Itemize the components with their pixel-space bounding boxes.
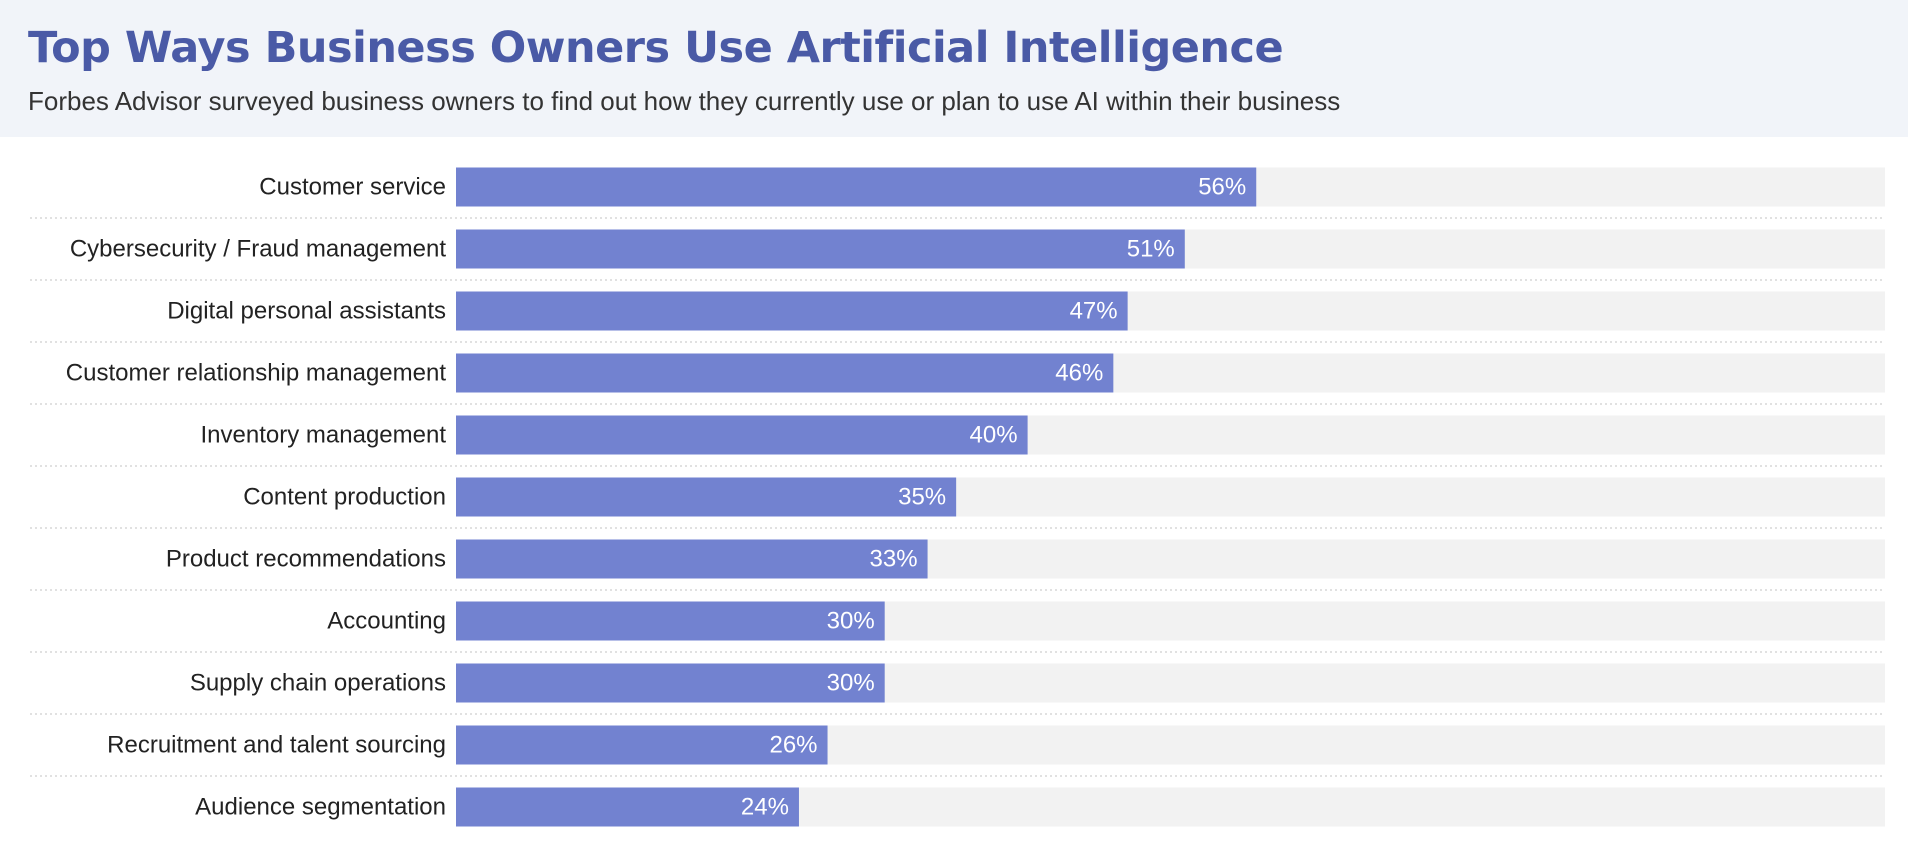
category-label: Content production xyxy=(243,483,446,510)
chart-title: Top Ways Business Owners Use Artificial … xyxy=(28,23,1283,73)
bar xyxy=(456,663,885,703)
bar xyxy=(456,787,799,827)
value-label: 56% xyxy=(1198,173,1246,200)
category-label: Accounting xyxy=(327,607,446,634)
category-label: Inventory management xyxy=(201,421,447,448)
category-label: Customer relationship management xyxy=(66,359,447,386)
bar xyxy=(456,353,1114,393)
value-label: 47% xyxy=(1070,297,1118,324)
value-label: 24% xyxy=(741,793,789,820)
bar xyxy=(456,229,1185,269)
value-label: 51% xyxy=(1127,235,1175,262)
value-label: 40% xyxy=(970,421,1018,448)
value-label: 26% xyxy=(769,731,817,758)
bar xyxy=(456,539,928,579)
bar xyxy=(456,167,1257,207)
category-label: Customer service xyxy=(259,173,446,200)
bar xyxy=(456,477,957,517)
value-label: 30% xyxy=(827,669,875,696)
bar xyxy=(456,415,1028,455)
value-label: 30% xyxy=(827,607,875,634)
category-label: Supply chain operations xyxy=(190,669,446,696)
value-label: 35% xyxy=(898,483,946,510)
bar xyxy=(456,291,1128,331)
value-label: 33% xyxy=(870,545,918,572)
bar xyxy=(456,725,828,765)
category-label: Digital personal assistants xyxy=(167,297,446,324)
header-background xyxy=(0,0,1908,137)
category-label: Cybersecurity / Fraud management xyxy=(70,235,446,262)
bar xyxy=(456,601,885,641)
chart-subtitle: Forbes Advisor surveyed business owners … xyxy=(28,86,1340,116)
category-label: Recruitment and talent sourcing xyxy=(107,731,446,758)
value-label: 46% xyxy=(1055,359,1103,386)
category-label: Product recommendations xyxy=(166,545,446,572)
category-label: Audience segmentation xyxy=(195,793,446,820)
